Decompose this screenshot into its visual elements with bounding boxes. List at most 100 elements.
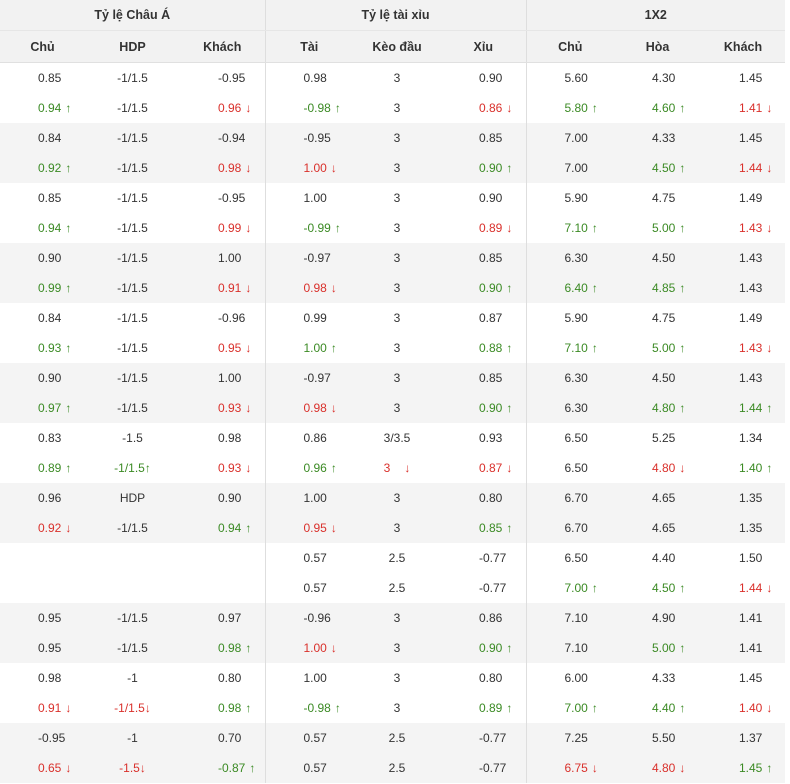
cell-home: 0.93 bbox=[0, 333, 85, 363]
odds-value: 0.89 bbox=[479, 221, 503, 235]
cell-x2-home: 7.00 bbox=[525, 693, 614, 723]
cell-x2-away: 1.44 bbox=[701, 573, 785, 603]
odds-value: 1.43 bbox=[739, 371, 763, 385]
odds-value: 1.41 bbox=[739, 101, 763, 115]
odds-value: 1.43 bbox=[739, 341, 763, 355]
odds-value: 3 bbox=[393, 611, 401, 625]
odds-value: 3 bbox=[393, 701, 401, 715]
cell-over: 0.99 bbox=[264, 303, 353, 333]
odds-value: -1 bbox=[127, 671, 138, 685]
odds-row-open: 0.95 -1/1.5 0.97 -0.96 3 0.86 7.10 4.90 1.41 bbox=[0, 603, 786, 633]
odds-row-open: 0.57 2.5 -0.77 6.50 4.40 1.50 bbox=[0, 543, 785, 573]
cell-hdp: -1 bbox=[85, 723, 180, 753]
cell-x2-home: 5.90 bbox=[525, 303, 614, 333]
cell-over: 1.00 bbox=[264, 633, 353, 663]
cell-x2-home: 6.30 bbox=[525, 393, 614, 423]
cell-x2-away: 1.43 bbox=[701, 243, 786, 273]
cell-x2-away: 1.45 bbox=[701, 663, 785, 693]
odds-value: 1.43 bbox=[739, 251, 763, 265]
arrow-down-icon bbox=[145, 701, 151, 715]
cell-under: 0.89 bbox=[441, 213, 526, 243]
cell-x2-home: 7.00 bbox=[525, 573, 614, 603]
cell-x2-away: 1.43 bbox=[701, 333, 785, 363]
odds-value: -0.98 bbox=[303, 101, 331, 115]
odds-value: 0.87 bbox=[479, 461, 503, 475]
odds-value: 0.98 bbox=[218, 701, 242, 715]
odds-value: 4.30 bbox=[652, 71, 676, 85]
arrow-down-icon bbox=[766, 221, 772, 235]
cell-x2-away: 1.45 bbox=[701, 63, 785, 94]
odds-value: 0.98 bbox=[218, 431, 242, 445]
odds-row-close: 0.99 -1/1.5 0.91 0.98 3 0.90 6.40 4.85 1.43 bbox=[0, 273, 786, 303]
arrow-down-icon bbox=[65, 761, 71, 775]
cell-line: 2.5 bbox=[353, 753, 441, 783]
cell-x2-away: 1.35 bbox=[701, 483, 786, 513]
odds-value: -0.87 bbox=[218, 761, 246, 775]
odds-value: 7.00 bbox=[564, 581, 588, 595]
cell-under: 0.80 bbox=[441, 663, 526, 693]
odds-value: 0.84 bbox=[38, 131, 62, 145]
cell-hdp: -1/1.5 bbox=[85, 333, 180, 363]
arrow-up-icon bbox=[506, 401, 512, 415]
arrow-down-icon bbox=[331, 641, 337, 655]
odds-value: 6.50 bbox=[564, 461, 588, 475]
cell-under: 0.86 bbox=[441, 603, 526, 633]
odds-value: -1/1.5 bbox=[117, 611, 148, 625]
arrow-down-icon bbox=[245, 401, 251, 415]
arrow-up-icon bbox=[679, 401, 685, 415]
cell-hdp: -1/1.5 bbox=[85, 633, 180, 663]
cell-hdp: HDP bbox=[85, 483, 180, 513]
odds-row-open: 0.84 -1/1.5 -0.94 -0.95 3 0.85 7.00 4.33 1.45 bbox=[0, 123, 786, 153]
arrow-up-icon bbox=[245, 701, 251, 715]
odds-value: 1.40 bbox=[739, 701, 763, 715]
odds-row-open: 0.83 -1.5 0.98 0.86 3/3.5 0.93 6.50 5.25 1.34 bbox=[0, 423, 785, 453]
cell-hdp: -1/1.5 bbox=[85, 393, 180, 423]
cell-x2-away: 1.41 bbox=[701, 93, 785, 123]
odds-row-open: 0.96 HDP 0.90 1.00 3 0.80 6.70 4.65 1.35 bbox=[0, 483, 786, 513]
cell-draw: 4.85 bbox=[614, 273, 701, 303]
cell-under: 0.85 bbox=[441, 123, 526, 153]
cell-draw: 4.75 bbox=[614, 183, 701, 213]
arrow-up-icon bbox=[65, 221, 71, 235]
cell-hdp bbox=[85, 573, 180, 603]
odds-value: 7.10 bbox=[564, 641, 588, 655]
cell-under: 0.90 bbox=[441, 393, 526, 423]
cell-over: -0.98 bbox=[264, 93, 353, 123]
arrow-up-icon bbox=[506, 701, 512, 715]
cell-under: -0.77 bbox=[441, 723, 526, 753]
cell-home: 0.90 bbox=[0, 363, 85, 393]
odds-value: -0.96 bbox=[303, 611, 331, 625]
arrow-up-icon bbox=[679, 281, 685, 295]
cell-draw: 4.50 bbox=[614, 153, 701, 183]
odds-value: 3 bbox=[393, 521, 401, 535]
odds-value: 7.10 bbox=[564, 221, 588, 235]
odds-value: 3 bbox=[393, 131, 401, 145]
odds-value: 6.00 bbox=[564, 671, 588, 685]
cell-under: 0.85 bbox=[441, 243, 526, 273]
arrow-up-icon bbox=[679, 161, 685, 175]
odds-value: 3 bbox=[383, 461, 391, 475]
odds-value: 5.00 bbox=[652, 641, 676, 655]
arrow-up-icon bbox=[335, 101, 341, 115]
cell-line: 3 bbox=[353, 153, 441, 183]
odds-value: -0.95 bbox=[218, 191, 246, 205]
cell-line: 3 bbox=[353, 453, 441, 483]
arrow-up-icon bbox=[592, 101, 598, 115]
odds-value: 0.83 bbox=[38, 431, 62, 445]
arrow-down-icon bbox=[331, 401, 337, 415]
cell-away: 0.97 bbox=[180, 603, 265, 633]
odds-value: 6.75 bbox=[564, 761, 588, 775]
arrow-up-icon bbox=[766, 461, 772, 475]
cell-draw: 4.80 bbox=[614, 753, 701, 783]
odds-value: 1.00 bbox=[303, 191, 327, 205]
odds-value: -0.95 bbox=[38, 731, 66, 745]
cell-over: -0.95 bbox=[264, 123, 353, 153]
cell-draw: 5.25 bbox=[614, 423, 701, 453]
odds-value: 1.45 bbox=[739, 131, 763, 145]
odds-value: 1.44 bbox=[739, 161, 763, 175]
cell-home: 0.84 bbox=[0, 123, 85, 153]
odds-value: -1/1.5 bbox=[117, 101, 148, 115]
cell-home: 0.94 bbox=[0, 213, 85, 243]
cell-over: -0.97 bbox=[264, 363, 353, 393]
cell-line: 3 bbox=[353, 183, 441, 213]
